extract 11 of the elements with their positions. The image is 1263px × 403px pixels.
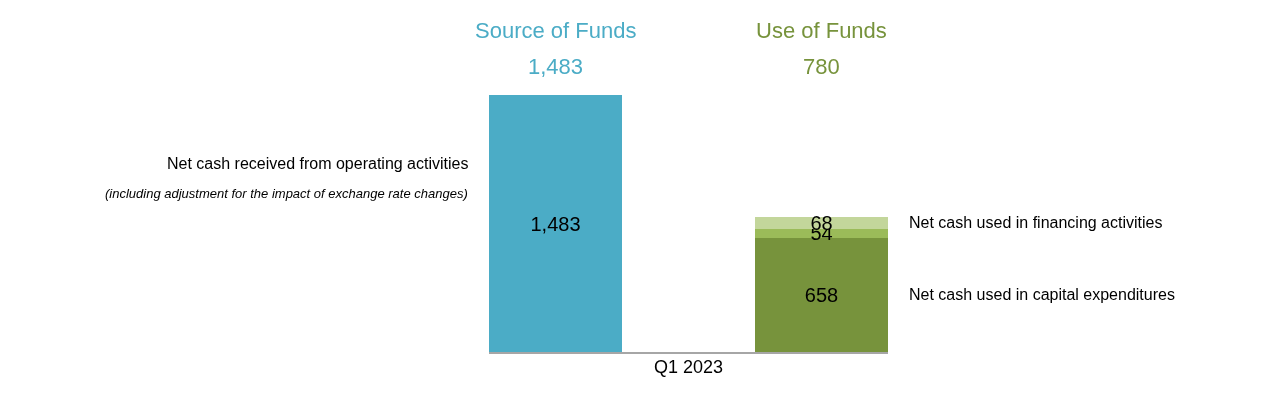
series-label: Net cash used in financing activities: [909, 214, 1163, 231]
text: 780: [803, 54, 840, 79]
text: 1,483: [528, 54, 584, 79]
series-label: Net cash used in capital expenditures: [909, 286, 1175, 303]
data-label: 1,483: [530, 212, 581, 235]
text: (including adjustment for the impact of exchange rate changes): [105, 186, 468, 201]
series-label: Net cash received from operating activities: [167, 155, 469, 172]
x-tick-label: Use of Funds: [756, 18, 887, 43]
data-label: 658: [804, 283, 839, 306]
x-axis-title: Q1 2023: [653, 357, 724, 377]
x-tick-label: Source of Funds: [475, 18, 637, 43]
